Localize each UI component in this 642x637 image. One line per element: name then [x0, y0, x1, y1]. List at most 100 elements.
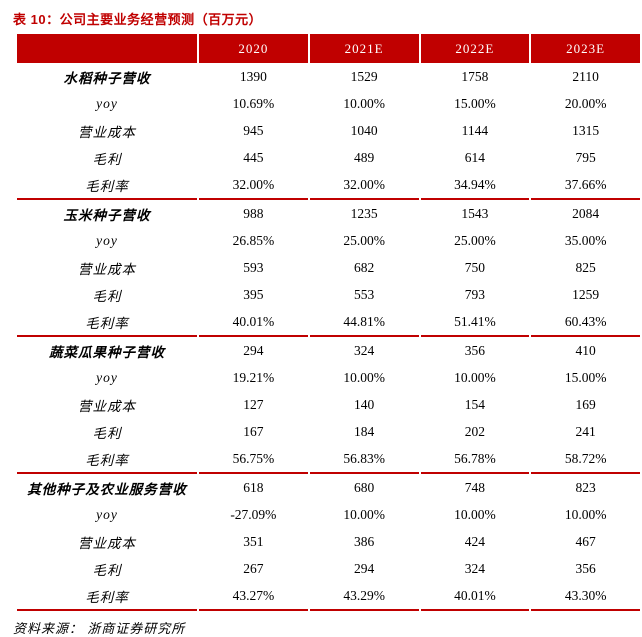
table-row: 毛利率 56.75% 56.83% 56.78% 58.72%	[17, 445, 640, 474]
row-value: 40.01%	[199, 308, 308, 337]
row-value: 445	[243, 149, 264, 165]
row-value: 19.21%	[232, 369, 275, 385]
row-value: 37.66%	[531, 171, 640, 200]
row-value: 10.69%	[232, 95, 275, 111]
table-row: 营业成本 351 386 424 467	[17, 528, 640, 555]
row-value: 1315	[572, 122, 600, 138]
row-value: 356	[575, 560, 596, 576]
row-value: 294	[354, 560, 375, 576]
row-value: 26.85%	[232, 232, 275, 248]
table-row: 毛利率 40.01% 44.81% 51.41% 60.43%	[17, 308, 640, 337]
row-value: 795	[575, 149, 596, 165]
row-value: 43.30%	[531, 582, 640, 611]
section-value: 823	[575, 479, 596, 495]
section-value: 1758	[461, 68, 489, 84]
section-name: 水稻种子营收	[63, 70, 151, 86]
row-value: 793	[464, 286, 485, 302]
header-cell-empty	[17, 34, 197, 63]
table-row: 营业成本 945 1040 1144 1315	[17, 117, 640, 144]
row-value: 1259	[572, 286, 600, 302]
row-label: 毛利率	[17, 582, 197, 611]
table-row: 毛利率 32.00% 32.00% 34.94% 37.66%	[17, 171, 640, 200]
row-value: 43.29%	[309, 582, 419, 611]
row-value: 682	[354, 259, 375, 275]
row-value: 43.27%	[199, 582, 308, 611]
row-value: 34.94%	[420, 171, 530, 200]
section-value: 1390	[239, 68, 267, 84]
row-value: 169	[575, 396, 596, 412]
row-value: 324	[464, 560, 485, 576]
row-label: 毛利率	[17, 308, 197, 337]
section-header-row: 水稻种子营收 1390 1529 1758 2110	[17, 63, 640, 90]
row-value: 614	[464, 149, 485, 165]
section-value: 324	[354, 342, 375, 358]
table-row: 毛利 395 553 793 1259	[17, 281, 640, 308]
section-value: 2110	[572, 68, 599, 84]
table-row: yoy -27.09% 10.00% 10.00% 10.00%	[17, 501, 640, 528]
section-value: 1235	[350, 205, 378, 221]
section-value: 748	[464, 479, 485, 495]
row-value: 127	[243, 396, 264, 412]
row-value: 35.00%	[564, 232, 607, 248]
row-label: 毛利	[92, 151, 122, 167]
row-value: 553	[354, 286, 375, 302]
row-value: 56.83%	[309, 445, 419, 474]
row-value: 386	[354, 533, 375, 549]
table-row: 毛利率 43.27% 43.29% 40.01% 43.30%	[17, 582, 640, 611]
row-value: 593	[243, 259, 264, 275]
row-value: 58.72%	[531, 445, 640, 474]
section-name: 其他种子及农业服务营收	[27, 481, 187, 497]
row-label: 毛利	[92, 562, 122, 578]
section-value: 356	[464, 342, 485, 358]
section-name: 玉米种子营收	[63, 207, 151, 223]
row-label: 毛利	[92, 288, 122, 304]
row-value: 167	[243, 423, 264, 439]
row-value: 20.00%	[564, 95, 607, 111]
header-cell-2021e: 2021E	[309, 34, 419, 63]
row-value: 40.01%	[420, 582, 530, 611]
table-row: 营业成本 593 682 750 825	[17, 254, 640, 281]
row-value: 10.00%	[454, 506, 496, 522]
row-value: 25.00%	[343, 232, 385, 248]
row-value: 10.00%	[564, 506, 607, 522]
section-header-row: 其他种子及农业服务营收 618 680 748 823	[17, 474, 640, 501]
row-value: 241	[575, 423, 596, 439]
row-label: 毛利率	[17, 171, 197, 200]
table-row: 毛利 167 184 202 241	[17, 418, 640, 445]
table-row: yoy 10.69% 10.00% 15.00% 20.00%	[17, 90, 640, 117]
row-value: 56.75%	[199, 445, 308, 474]
section-header-row: 玉米种子营收 988 1235 1543 2084	[17, 200, 640, 227]
table-row: yoy 19.21% 10.00% 10.00% 15.00%	[17, 364, 640, 391]
row-value: 267	[243, 560, 264, 576]
section-value: 410	[575, 342, 596, 358]
row-label: 营业成本	[78, 535, 136, 551]
section-value: 1529	[350, 68, 378, 84]
header-cell-2023e: 2023E	[531, 34, 640, 63]
table-row: 毛利 267 294 324 356	[17, 555, 640, 582]
row-value: 10.00%	[343, 369, 385, 385]
row-value: 10.00%	[343, 95, 385, 111]
row-value: 467	[575, 533, 596, 549]
section-value: 618	[243, 479, 264, 495]
header-cell-2022e: 2022E	[420, 34, 530, 63]
header-cell-2020: 2020	[199, 34, 308, 63]
table-header-row: 2020 2021E 2022E 2023E	[17, 34, 640, 63]
table-body: 水稻种子营收 1390 1529 1758 2110 yoy 10.69% 10.00% 15.…	[17, 63, 640, 611]
row-value: 750	[464, 259, 485, 275]
section-value: 2084	[572, 205, 600, 221]
row-value: 10.00%	[454, 369, 496, 385]
section-value: 680	[354, 479, 375, 495]
row-value: 10.00%	[343, 506, 385, 522]
row-value: 51.41%	[420, 308, 530, 337]
row-label: 营业成本	[78, 398, 136, 414]
row-label: 营业成本	[78, 261, 136, 277]
row-value: 184	[354, 423, 375, 439]
row-label: 毛利	[92, 425, 122, 441]
row-label: yoy	[96, 506, 118, 522]
row-value: 825	[575, 259, 596, 275]
table-row: 毛利 445 489 614 795	[17, 144, 640, 171]
row-value: 202	[464, 423, 485, 439]
section-value: 294	[243, 342, 264, 358]
row-value: 56.78%	[420, 445, 530, 474]
row-value: 395	[243, 286, 264, 302]
